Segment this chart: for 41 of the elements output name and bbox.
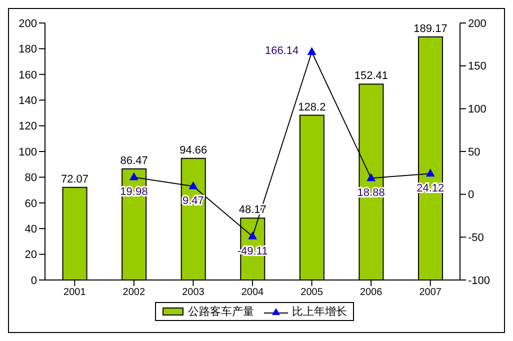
x-tick-label: 2004 (241, 287, 264, 298)
point (426, 168, 435, 177)
x-tick-label: 2005 (300, 287, 324, 298)
y2-tick-label: -50 (468, 232, 484, 244)
data-label: 189.17 (414, 22, 448, 35)
y2-tick-label: 150 (468, 60, 486, 73)
data-label: 9.47 (182, 195, 204, 208)
y-tick-label: 200 (18, 18, 37, 30)
data-label: 86.47 (120, 154, 148, 167)
y-tick-label: 160 (18, 69, 37, 82)
legend-label: 比上年增长 (292, 305, 347, 319)
y2-tick-label: -100 (468, 274, 490, 287)
y-tick-label: 120 (18, 120, 37, 133)
x-tick-label: 2007 (419, 287, 442, 298)
x-tick-label: 2002 (122, 287, 146, 298)
data-label: 152.41 (354, 70, 388, 82)
y-tick-label: 40 (24, 224, 37, 236)
y-tick-label: 20 (24, 249, 37, 262)
y-tick-label: 100 (18, 146, 37, 158)
y-tick-label: 180 (18, 44, 37, 56)
x-tick-label: 2006 (360, 287, 383, 298)
x-tick-label: 2001 (64, 287, 86, 298)
data-label: 166.14 (264, 45, 299, 58)
x-tick-label: 2003 (182, 287, 205, 298)
y2-tick-label: 100 (468, 104, 486, 116)
y2-tick-label: 50 (468, 146, 480, 158)
data-label: 94.66 (180, 144, 208, 156)
y2-tick-label: 0 (468, 189, 474, 202)
y-tick-label: 140 (18, 95, 37, 108)
point (248, 231, 257, 240)
y-tick-label: 60 (24, 198, 37, 210)
y-tick-label: 80 (24, 172, 37, 184)
data-label: 128.2 (298, 101, 326, 114)
data-label: 72.07 (61, 173, 89, 186)
point (366, 173, 376, 182)
point (129, 172, 138, 180)
y2-tick-label: 200 (468, 18, 486, 30)
y-tick-label: 0 (30, 274, 37, 287)
point (307, 47, 316, 56)
legend-label: 公路客车产量 (188, 304, 254, 319)
point (188, 181, 198, 190)
